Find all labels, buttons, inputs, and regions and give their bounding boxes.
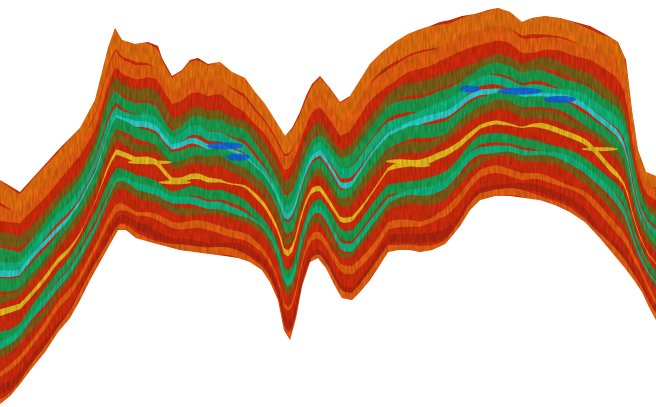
seismic-section-image bbox=[0, 8, 656, 404]
